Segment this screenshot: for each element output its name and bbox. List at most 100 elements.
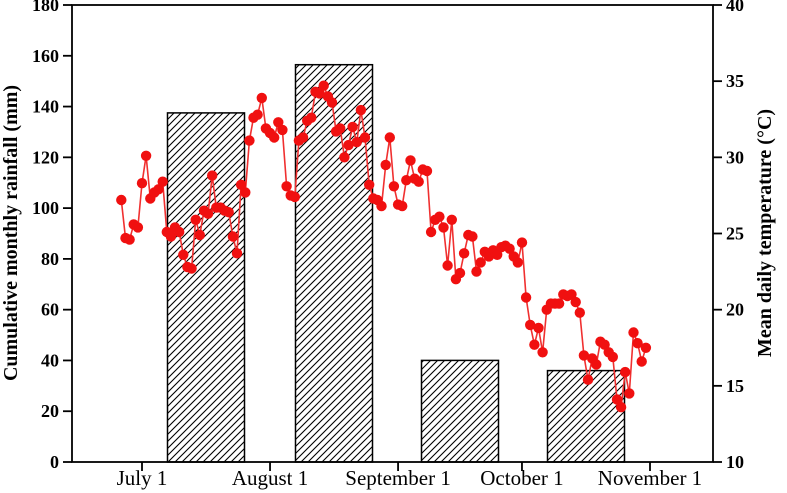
temperature-point <box>442 260 453 271</box>
temperature-point <box>335 123 346 134</box>
temperature-point <box>384 132 395 143</box>
temperature-point <box>475 257 486 268</box>
temperature-point <box>640 342 652 353</box>
temperature-point <box>186 263 197 274</box>
temperature-point <box>343 139 354 151</box>
right-axis-tick-label: 35 <box>726 71 744 91</box>
temperature-point <box>582 374 594 385</box>
temperature-point <box>504 243 515 254</box>
rainfall-bar <box>166 112 246 463</box>
temperature-point <box>289 191 300 203</box>
left-axis-tick-label: 60 <box>41 300 59 320</box>
axis-ticks-layer <box>63 4 722 471</box>
temperature-point <box>599 339 610 350</box>
temperature-point <box>235 179 247 190</box>
temperature-point <box>339 152 350 163</box>
left-axis-tick-label: 20 <box>41 401 59 421</box>
left-axis-tick-label: 80 <box>41 249 59 269</box>
temperature-point <box>458 248 470 259</box>
temperature-point <box>553 298 565 309</box>
left-axis-tick-label: 160 <box>32 46 59 66</box>
temperature-point <box>525 319 536 331</box>
temperature-point <box>533 322 544 334</box>
temperature-point <box>628 327 639 338</box>
temperature-point <box>434 211 445 222</box>
right-axis-tick-label: 10 <box>726 452 744 472</box>
temperature-point <box>178 249 189 260</box>
temperature-point <box>359 132 371 143</box>
temperature-point <box>231 248 243 259</box>
temperature-point <box>516 237 528 248</box>
temperature-point <box>174 226 185 238</box>
temperature-point <box>351 136 362 148</box>
temperature-point <box>388 181 400 192</box>
temperature-point <box>380 159 391 171</box>
temperature-point <box>326 97 338 108</box>
temperature-point <box>132 222 144 233</box>
temperature-point <box>194 229 205 241</box>
right-axis-tick-label: 30 <box>726 147 744 167</box>
temperature-point <box>615 402 627 413</box>
temperature-point <box>153 184 164 195</box>
x-axis-tick-label: July 1 <box>117 466 168 490</box>
temperature-point <box>454 267 466 279</box>
temperature-point <box>190 214 201 225</box>
temperature-point <box>227 231 239 242</box>
right-axis-tick-label: 25 <box>726 224 744 244</box>
temperature-point <box>273 117 284 128</box>
temperature-point <box>136 178 148 189</box>
right-axis-tick-label: 15 <box>726 376 744 396</box>
temperature-point <box>397 200 408 212</box>
temperature-point <box>140 150 152 161</box>
temperature-point <box>591 359 602 370</box>
temperature-point <box>566 289 577 300</box>
temperature-point <box>244 135 255 146</box>
x-axis-tick-label: September 1 <box>345 466 451 490</box>
temperature-point <box>401 175 412 186</box>
temperature-point <box>165 231 177 242</box>
temperature-point <box>611 394 623 405</box>
temperature-point <box>537 347 548 358</box>
temperature-point <box>314 88 325 99</box>
temperature-point <box>413 176 424 187</box>
temperature-point <box>207 170 218 181</box>
temperature-point <box>421 165 433 177</box>
temperature-point <box>281 181 292 192</box>
temperature-point <box>256 92 267 104</box>
temperature-point <box>632 338 643 349</box>
rainfall-bar <box>420 359 500 463</box>
x-axis-tick-label: October 1 <box>480 466 563 490</box>
temperature-point <box>512 257 523 268</box>
left-axis-tick-label: 120 <box>32 147 59 167</box>
axis-tick-labels-layer: 0 20 40 60 80 100 120 140 160 180 10 15 20 25 30 35 40 Ju… <box>32 0 744 490</box>
temperature-point <box>223 207 234 218</box>
temperature-point <box>376 200 387 212</box>
temperature-point <box>202 208 214 219</box>
temperature-point <box>578 350 590 361</box>
temperature-point <box>624 388 635 399</box>
temperature-point <box>124 234 135 245</box>
temperature-point <box>529 339 540 350</box>
temperature-point <box>355 104 367 116</box>
x-axis-tick-label: August 1 <box>232 466 308 490</box>
left-axis-tick-label: 180 <box>32 0 59 15</box>
temperature-point <box>116 194 127 206</box>
temperature-point <box>570 296 581 308</box>
temperature-point <box>306 112 317 123</box>
temperature-series-layer <box>116 80 652 413</box>
temperature-point <box>347 121 358 133</box>
temperature-point <box>438 222 449 233</box>
left-axis-tick-label: 100 <box>32 198 59 218</box>
temperature-point <box>636 356 647 367</box>
temperature-point <box>252 109 263 120</box>
temperature-point <box>425 226 437 238</box>
right-axis-title: Mean daily temperature (°C) <box>754 109 776 357</box>
temperature-point <box>277 124 288 136</box>
left-axis-tick-label: 40 <box>41 350 59 370</box>
temperature-point <box>364 179 375 190</box>
temperature-point <box>620 366 631 378</box>
temperature-point <box>492 249 503 260</box>
left-axis-title: Cumulative monthly rainfall (mm) <box>0 85 22 381</box>
temperature-point <box>446 214 457 225</box>
